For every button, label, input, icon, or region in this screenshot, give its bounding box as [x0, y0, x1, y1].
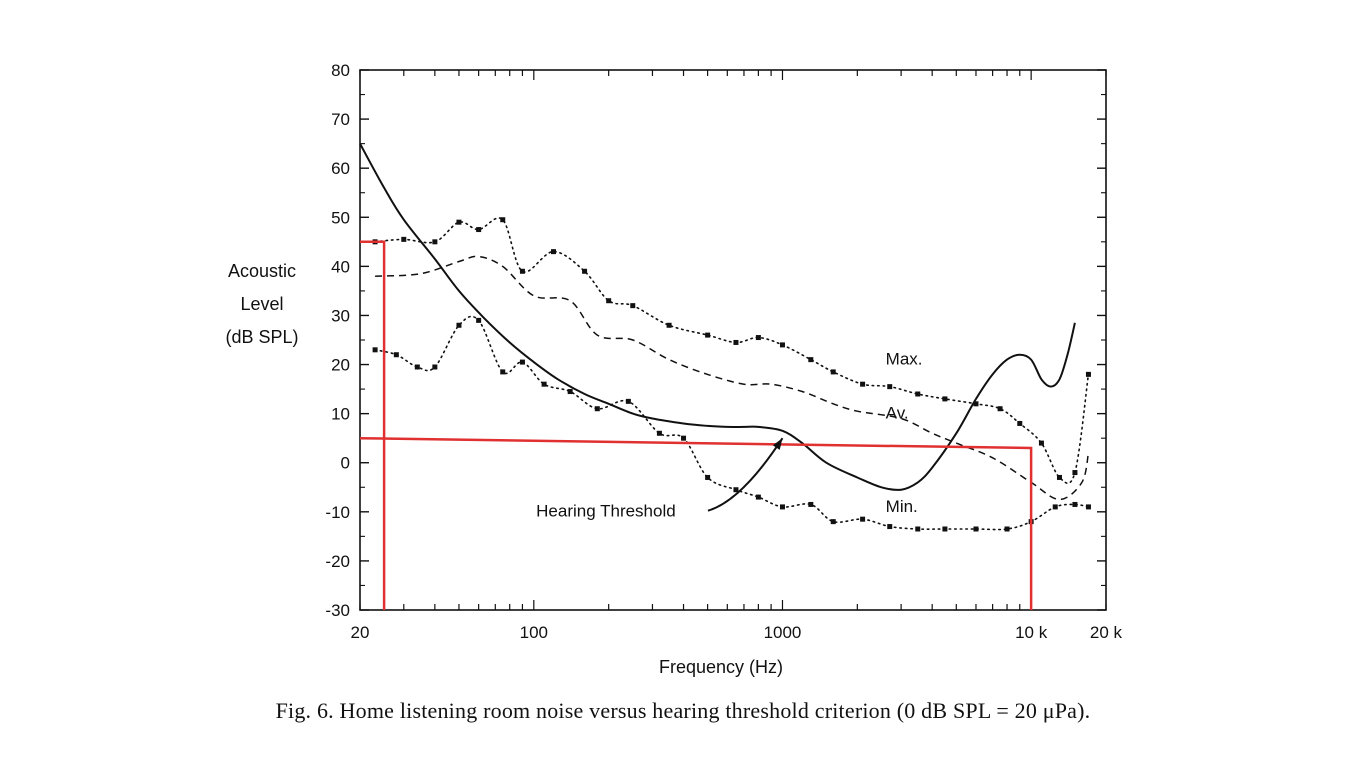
x-axis-ticks: 20 100 1000 10 k 20 k: [351, 623, 1123, 642]
data-point-max: [860, 381, 866, 387]
data-point-min: [860, 516, 866, 522]
label-hearing-threshold: Hearing Threshold: [536, 502, 676, 521]
data-point-max: [476, 227, 482, 233]
data-point-min: [476, 317, 482, 323]
series-line-av: [375, 255, 1090, 501]
x-tick-label: 1000: [764, 623, 802, 642]
data-point-max: [1085, 371, 1091, 377]
data-point-max: [456, 219, 462, 225]
label-av: Av.: [886, 404, 909, 423]
x-tick-label: 20 k: [1090, 623, 1123, 642]
data-point-min: [915, 526, 921, 532]
red-guide-line: [359, 436, 1033, 610]
data-point-max: [755, 335, 761, 341]
data-point-max: [630, 303, 636, 309]
data-point-max: [519, 268, 525, 274]
data-point-max: [887, 384, 893, 390]
y-tick-label: 10: [331, 405, 350, 424]
data-point-min: [656, 430, 662, 436]
y-tick-label: 40: [331, 257, 350, 276]
data-point-min: [779, 504, 785, 510]
data-point-min: [973, 526, 979, 532]
y-tick-label: 0: [341, 454, 350, 473]
y-axis-title-line-1: Acoustic: [228, 261, 296, 281]
y-axis-title-line-2: Level: [240, 294, 283, 314]
series-layer: [359, 143, 1091, 532]
annotation-arrow-head: [772, 438, 783, 450]
data-point-max: [942, 396, 948, 402]
x-tick-label: 100: [520, 623, 548, 642]
data-point-min: [456, 322, 462, 328]
data-point-max: [997, 406, 1003, 412]
y-tick-label: 70: [331, 110, 350, 129]
data-point-min: [500, 369, 506, 375]
data-point-min: [1072, 501, 1078, 507]
data-point-max: [666, 322, 672, 328]
data-point-min: [541, 381, 547, 387]
data-point-max: [582, 268, 588, 274]
data-point-min: [705, 474, 711, 480]
annotation-arrow-line: [707, 437, 784, 512]
data-point-min: [1004, 526, 1010, 532]
data-point-min: [625, 398, 631, 404]
series-line-hearing-threshold: [359, 143, 1076, 491]
y-axis-title-line-3: (dB SPL): [225, 327, 298, 347]
annotation-layer: Max. Av. Min. Hearing Threshold: [536, 350, 922, 521]
data-point-min: [887, 524, 893, 530]
data-point-min: [1085, 504, 1091, 510]
data-point-max: [1017, 420, 1023, 426]
y-tick-label: 80: [331, 61, 350, 80]
data-point-max: [915, 391, 921, 397]
data-point-min: [594, 406, 600, 412]
data-point-min: [755, 494, 761, 500]
data-point-max: [973, 401, 979, 407]
red-guide-line: [360, 240, 386, 610]
data-point-min: [372, 347, 378, 353]
data-point-min: [414, 364, 420, 370]
x-axis-title: Frequency (Hz): [659, 657, 783, 677]
y-tick-label: -10: [325, 503, 350, 522]
y-tick-label: 60: [331, 159, 350, 178]
figure-caption: Fig. 6. Home listening room noise versus…: [275, 698, 1091, 723]
y-tick-label: -30: [325, 601, 350, 620]
data-point-max: [1056, 474, 1062, 480]
y-tick-label: -20: [325, 552, 350, 571]
data-point-min: [567, 389, 573, 395]
data-point-max: [606, 298, 612, 304]
data-point-min: [733, 487, 739, 493]
data-point-min: [681, 435, 687, 441]
data-point-max: [1038, 440, 1044, 446]
data-point-max: [500, 217, 506, 223]
data-point-min: [942, 526, 948, 532]
data-point-max: [705, 332, 711, 338]
y-tick-label: 50: [331, 208, 350, 227]
data-point-max: [401, 236, 407, 242]
minor-ticks: [359, 70, 1107, 610]
data-point-min: [808, 501, 814, 507]
data-point-max: [432, 239, 438, 245]
x-tick-label: 20: [351, 623, 370, 642]
y-tick-label: 20: [331, 356, 350, 375]
data-point-max: [830, 369, 836, 375]
data-point-min: [393, 352, 399, 358]
x-tick-label: 10 k: [1015, 623, 1048, 642]
y-tick-label: 30: [331, 306, 350, 325]
data-point-min: [1052, 504, 1058, 510]
data-point-max: [733, 339, 739, 345]
data-point-max: [1072, 470, 1078, 476]
y-axis-ticks: -30 -20 -10 0 10 20 30 40 50 60 70 80: [325, 61, 1106, 620]
data-point-min: [519, 359, 525, 365]
overlay-layer: [359, 240, 1033, 610]
series-line-min: [374, 315, 1090, 531]
data-point-max: [779, 342, 785, 348]
label-min: Min.: [886, 497, 918, 516]
label-max: Max.: [886, 350, 923, 369]
data-point-max: [551, 249, 557, 255]
data-point-min: [432, 364, 438, 370]
data-point-min: [830, 519, 836, 525]
data-point-max: [808, 357, 814, 363]
